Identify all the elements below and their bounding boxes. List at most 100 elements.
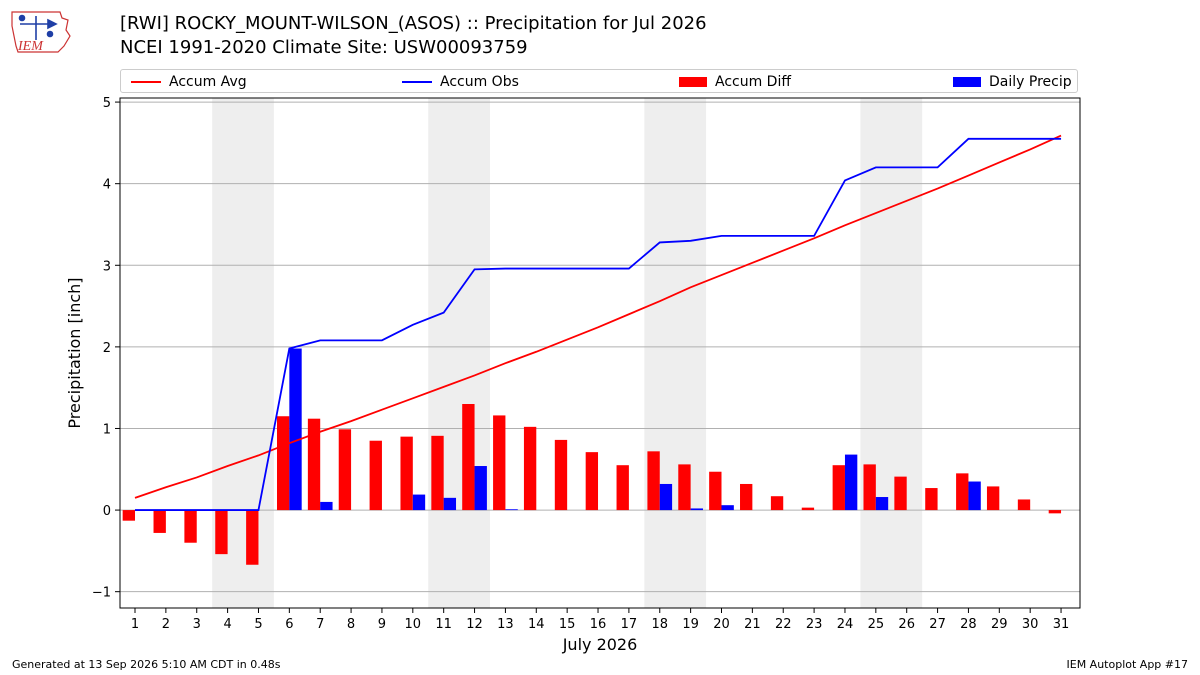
ytick-label-6: 5 [103, 96, 111, 111]
diff-bar-24 [832, 465, 845, 511]
xtick-label-18: 18 [651, 617, 668, 632]
x-axis-label: July 2026 [562, 635, 638, 654]
ytick-label-1: 0 [103, 504, 111, 519]
legend-item-daily-precip: Daily Precip [953, 70, 1072, 94]
ytick-label-5: 4 [103, 178, 111, 193]
diff-bar-27 [925, 488, 938, 511]
xtick-label-10: 10 [405, 617, 422, 632]
legend-label-accum-avg: Accum Avg [169, 74, 247, 90]
weekend-band-1 [428, 98, 490, 608]
xtick-label-21: 21 [744, 617, 761, 632]
diff-bar-31 [1048, 510, 1062, 514]
daily-bar-24 [844, 454, 858, 511]
daily-bar-20 [721, 505, 734, 511]
legend-item-accum-diff: Accum Diff [679, 70, 791, 94]
daily-bar-7 [320, 501, 333, 511]
diff-bar-10 [400, 436, 413, 511]
legend-swatch-daily-precip [953, 77, 981, 87]
xtick-label-13: 13 [497, 617, 514, 632]
diff-bar-9 [369, 440, 382, 511]
logo-text: IEM [17, 39, 44, 54]
accum-obs-line [135, 137, 1062, 511]
xtick-label-31: 31 [1053, 617, 1070, 632]
diff-bar-30 [1017, 499, 1031, 511]
xtick-label-26: 26 [898, 617, 915, 632]
diff-bar-2 [153, 510, 166, 533]
daily-bar-12 [474, 466, 487, 511]
diff-bar-17 [616, 465, 629, 511]
xtick-label-20: 20 [713, 617, 730, 632]
weather-vane-icon [18, 14, 58, 40]
daily-bar-19 [690, 508, 703, 511]
diff-bar-16 [585, 452, 599, 511]
legend-swatch-accum-obs [402, 81, 432, 83]
xtick-label-11: 11 [435, 617, 452, 632]
diff-bar-25 [863, 464, 876, 511]
diff-bar-26 [894, 476, 907, 511]
diff-bar-22 [770, 496, 784, 511]
xtick-label-28: 28 [960, 617, 977, 632]
diff-bar-28 [956, 473, 969, 511]
diff-bar-5 [246, 510, 259, 565]
diff-bar-23 [801, 507, 815, 511]
legend-swatch-accum-avg [131, 81, 161, 83]
xtick-label-25: 25 [868, 617, 885, 632]
daily-bar-11 [443, 497, 457, 511]
legend-label-daily-precip: Daily Precip [989, 74, 1072, 90]
footer-generated: Generated at 13 Sep 2026 5:10 AM CDT in … [12, 658, 281, 671]
diff-bar-6 [276, 416, 290, 511]
diff-bar-7 [307, 418, 321, 511]
diff-bar-13 [493, 415, 506, 511]
xtick-label-12: 12 [466, 617, 483, 632]
xtick-label-5: 5 [254, 617, 262, 632]
xtick-label-6: 6 [285, 617, 293, 632]
legend-swatch-accum-diff [679, 77, 707, 87]
diff-bar-11 [431, 435, 444, 511]
daily-bar-10 [412, 494, 426, 511]
xtick-label-4: 4 [223, 617, 231, 632]
ytick-label-0: −1 [92, 586, 111, 601]
xtick-label-14: 14 [528, 617, 545, 632]
chart-title: [RWI] ROCKY_MOUNT-WILSON_(ASOS) :: Preci… [120, 13, 707, 34]
accum-avg-line [134, 134, 1062, 499]
xtick-label-24: 24 [837, 617, 854, 632]
daily-bar-25 [875, 497, 889, 511]
weekend-band-2 [644, 98, 707, 608]
xtick-label-22: 22 [775, 617, 792, 632]
xtick-label-9: 9 [378, 617, 386, 632]
ytick-label-4: 3 [103, 259, 111, 274]
legend: Accum Avg Accum Obs Accum Diff Daily Pre… [120, 69, 1078, 93]
daily-bar-13 [505, 509, 518, 511]
diff-bar-4 [215, 510, 228, 555]
xtick-label-27: 27 [929, 617, 946, 632]
xtick-label-17: 17 [621, 617, 638, 632]
xtick-label-7: 7 [316, 617, 324, 632]
xtick-label-1: 1 [131, 617, 139, 632]
diff-bar-20 [709, 471, 722, 511]
daily-bar-6 [289, 348, 302, 511]
xtick-label-29: 29 [991, 617, 1008, 632]
xtick-label-3: 3 [193, 617, 201, 632]
diff-bar-3 [184, 510, 197, 543]
daily-bar-18 [659, 483, 673, 511]
footer-app: IEM Autoplot App #17 [1066, 658, 1189, 671]
ytick-label-2: 1 [103, 422, 111, 437]
chart-subtitle: NCEI 1991-2020 Climate Site: USW00093759 [120, 37, 528, 58]
legend-label-accum-diff: Accum Diff [715, 74, 792, 90]
plot-frame [119, 97, 1081, 609]
diff-bar-12 [462, 404, 475, 511]
diff-bar-21 [740, 483, 753, 511]
diff-bar-1 [122, 510, 135, 521]
legend-item-accum-avg: Accum Avg [131, 70, 247, 94]
legend-label-accum-obs: Accum Obs [440, 74, 519, 90]
xtick-label-23: 23 [806, 617, 823, 632]
xtick-label-16: 16 [590, 617, 607, 632]
xtick-label-30: 30 [1022, 617, 1039, 632]
xtick-label-2: 2 [162, 617, 170, 632]
ytick-label-3: 2 [103, 341, 111, 356]
diff-bar-14 [523, 426, 537, 511]
xtick-label-15: 15 [559, 617, 576, 632]
legend-item-accum-obs: Accum Obs [402, 70, 519, 94]
diff-bar-15 [554, 439, 568, 511]
